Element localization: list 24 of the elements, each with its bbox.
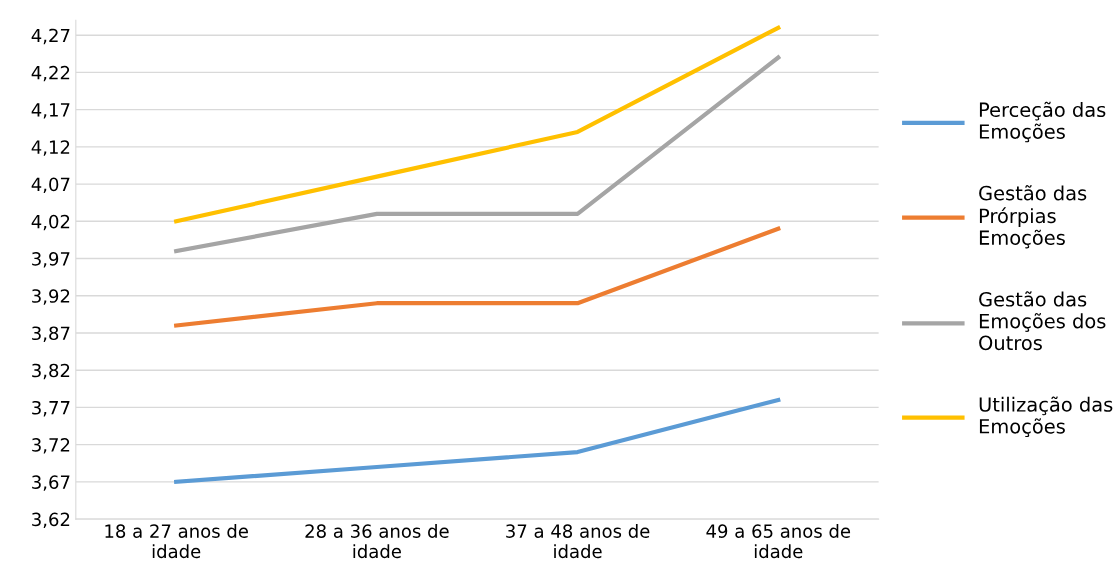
y-tick-label: 4,02 [31, 214, 70, 231]
y-tick-label: 3,72 [32, 438, 70, 454]
y-tick-label: 3,82 [32, 363, 70, 380]
y-tick-label: 3,92 [32, 289, 70, 305]
y-tick-label: 4,12 [31, 140, 70, 156]
x-tick-label: 37 a 48 anos de idade [506, 523, 650, 559]
legend-label: Gestão das Prórpias Emoções [979, 185, 1087, 249]
y-tick-label: 3,87 [32, 326, 70, 342]
y-tick-label: 3,97 [32, 251, 70, 268]
y-tick-label: 4,17 [31, 103, 70, 119]
y-tick-label: 3,67 [32, 475, 70, 491]
x-tick-label: 18 a 27 anos de idade [105, 523, 248, 559]
y-tick-label: 4,22 [31, 65, 70, 82]
legend-label: Gestão das Emoções dos Outros [979, 291, 1106, 351]
legend-label: Utilização das Emoções [979, 396, 1113, 438]
x-tick-label: 49 a 65 anos de idade [706, 523, 851, 559]
y-tick-label: 3,77 [32, 400, 70, 417]
y-tick-label: 4,27 [31, 28, 70, 45]
y-tick-label: 3,62 [32, 512, 70, 529]
line-series [174, 397, 781, 484]
line-series [174, 25, 781, 224]
x-tick-label: 28 a 36 anos de idade [305, 523, 449, 559]
legend-label: Perceção das Emoções [979, 101, 1106, 143]
y-tick-label: 4,07 [31, 177, 70, 194]
